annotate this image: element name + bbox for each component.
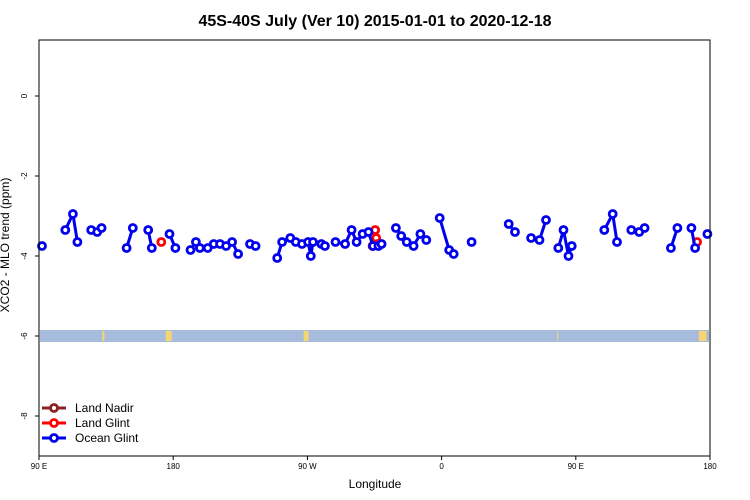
data-point [415, 229, 426, 239]
y-tick-label: -6 [20, 332, 29, 340]
data-point [156, 237, 167, 247]
data-point [72, 237, 83, 247]
data-point [185, 245, 196, 255]
y-axis-label: XCO2 - MLO trend (ppm) [0, 178, 12, 313]
data-point [351, 237, 362, 247]
data-point [319, 241, 330, 251]
x-tick-label: 180 [167, 462, 181, 471]
series-layer [37, 208, 713, 263]
land-patch [704, 331, 707, 341]
data-point [503, 219, 514, 229]
legend-label: Land Nadir [75, 401, 134, 415]
legend-item: Land Glint [42, 416, 130, 430]
data-point [690, 243, 700, 253]
data-point [37, 241, 47, 251]
y-tick-label: -2 [20, 172, 29, 180]
y-tick-label: -4 [20, 252, 29, 260]
data-point [448, 249, 459, 259]
data-point [672, 223, 683, 233]
data-point [250, 241, 261, 251]
x-tick-label: 0 [439, 462, 444, 471]
land-patch [165, 331, 172, 341]
series-ocean-glint [37, 208, 713, 263]
data-point [466, 237, 477, 247]
data-point [146, 243, 157, 253]
data-point [277, 237, 288, 247]
legend-marker [49, 433, 59, 443]
data-point [68, 209, 78, 219]
data-point [346, 225, 357, 235]
chart-title: 45S-40S July (Ver 10) 2015-01-01 to 2020… [198, 13, 551, 30]
land-patch [102, 331, 105, 341]
legend-item: Land Nadir [42, 401, 134, 415]
ocean-strip [40, 330, 709, 342]
data-point [639, 223, 650, 233]
data-point [526, 233, 536, 243]
data-point [563, 251, 574, 261]
land-patch [303, 331, 309, 341]
data-point [702, 229, 713, 239]
data-point [612, 237, 622, 247]
y-axis: 0 -2 -4 -6 -8 [20, 93, 39, 420]
data-point [599, 225, 610, 235]
x-axis-label: Longitude [349, 477, 402, 491]
data-point [164, 229, 175, 239]
data-point [233, 249, 244, 259]
data-point [408, 241, 419, 251]
x-tick-label: 90 E [31, 462, 47, 471]
data-point [340, 239, 351, 249]
x-tick-label: 180 [703, 462, 717, 471]
data-point [558, 225, 569, 235]
data-point [434, 213, 445, 223]
y-tick-label: 0 [20, 93, 29, 98]
y-tick-label: -8 [20, 412, 29, 420]
legend-marker [49, 403, 59, 413]
data-point [421, 235, 432, 245]
data-point [363, 227, 374, 237]
x-tick-label: 90 W [298, 462, 317, 471]
x-axis: 90 E 180 90 W 0 90 E 180 [31, 456, 717, 471]
data-point [143, 225, 154, 235]
data-point [305, 251, 316, 261]
data-point [194, 243, 205, 253]
data-point [686, 223, 697, 233]
x-tick-label: 90 E [568, 462, 584, 471]
data-point [121, 243, 132, 253]
data-point [401, 237, 412, 247]
plot-frame [38, 39, 711, 457]
data-point [553, 243, 564, 253]
data-point [308, 237, 318, 247]
data-point [127, 223, 138, 233]
series-line [556, 229, 574, 257]
land-ocean-strip [40, 330, 709, 342]
data-point [96, 223, 107, 233]
data-point [566, 241, 577, 251]
data-point [390, 223, 401, 233]
data-point [272, 253, 283, 263]
data-point [626, 225, 637, 235]
data-point [541, 215, 551, 225]
data-point [227, 237, 238, 247]
land-patch [698, 331, 705, 341]
legend-item: Ocean Glint [42, 431, 139, 445]
data-point [534, 235, 545, 245]
legend-marker [49, 418, 59, 428]
land-patch [557, 331, 559, 341]
data-point [170, 243, 181, 253]
data-point [607, 209, 618, 219]
data-point [60, 225, 71, 235]
legend-label: Ocean Glint [75, 431, 139, 445]
legend-label: Land Glint [75, 416, 130, 430]
data-point [396, 231, 407, 241]
data-point [666, 243, 676, 253]
data-point [376, 239, 387, 249]
data-point [510, 227, 520, 237]
data-point [330, 237, 341, 247]
